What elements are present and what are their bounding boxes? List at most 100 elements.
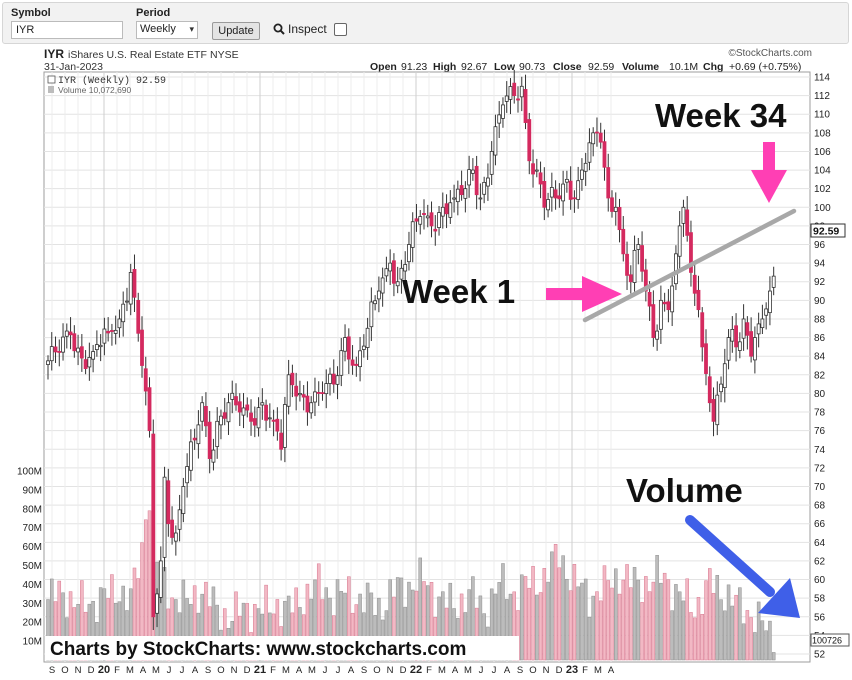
volume-bar bbox=[681, 600, 686, 661]
close-value: 92.59 bbox=[588, 61, 614, 73]
candle-body bbox=[625, 253, 629, 276]
candle-body bbox=[279, 432, 284, 450]
time-tick-label: N bbox=[231, 665, 238, 676]
volume-tick-label: 10M bbox=[23, 637, 42, 648]
time-tick-label: O bbox=[217, 665, 224, 676]
volume-bar bbox=[745, 610, 750, 661]
candle-body bbox=[369, 301, 374, 328]
volume-tick-label: 90M bbox=[23, 485, 42, 496]
candle-body bbox=[493, 126, 498, 156]
volume-bar bbox=[704, 580, 708, 661]
period-select[interactable]: Weekly ▾ bbox=[136, 21, 198, 39]
price-tick-label: 60 bbox=[814, 575, 826, 586]
time-axis: S O N D 20 F M A M J J A S O N D 21 F M A M J J A S O N D 22 F M A M J J A S… bbox=[49, 664, 615, 676]
volume-bar bbox=[655, 555, 659, 661]
candle-body bbox=[628, 274, 633, 283]
candle-body bbox=[286, 374, 291, 407]
candle-body bbox=[497, 114, 502, 124]
candle-body bbox=[275, 418, 280, 432]
price-tick-label: 100 bbox=[814, 203, 831, 214]
price-tick-label: 80 bbox=[814, 389, 826, 400]
candle-body bbox=[463, 188, 468, 199]
volume-bar bbox=[550, 551, 554, 661]
time-tick-label: N bbox=[75, 665, 82, 676]
volume-bar bbox=[723, 610, 727, 661]
inspect-toggle[interactable]: Inspect bbox=[273, 22, 347, 36]
candle-body bbox=[752, 337, 757, 361]
candle-body bbox=[132, 268, 137, 298]
candle-body bbox=[361, 345, 366, 350]
volume-bar bbox=[659, 582, 663, 661]
volume-bar bbox=[542, 568, 547, 661]
volume-bar bbox=[768, 620, 772, 661]
candle-body bbox=[662, 301, 667, 305]
time-tick-label: J bbox=[492, 665, 497, 676]
candle-body bbox=[486, 177, 490, 187]
update-button[interactable]: Update bbox=[212, 22, 260, 40]
volume-tick-label: 80M bbox=[23, 504, 42, 515]
candle-body bbox=[219, 415, 223, 426]
candle-body bbox=[215, 420, 220, 447]
candle-body bbox=[76, 347, 80, 353]
volume-bar bbox=[749, 617, 753, 661]
candle-body bbox=[704, 343, 708, 374]
price-tick-label: 110 bbox=[814, 110, 830, 121]
candle-body bbox=[768, 290, 772, 314]
candle-body bbox=[207, 421, 212, 459]
time-tick-label: F bbox=[582, 665, 588, 676]
candle-body bbox=[72, 333, 77, 352]
volume-bar bbox=[760, 620, 765, 661]
volume-bar bbox=[546, 581, 550, 661]
candle-body bbox=[267, 417, 272, 420]
candle-body bbox=[140, 329, 144, 366]
candle-body bbox=[602, 141, 607, 168]
candle-body bbox=[211, 449, 216, 463]
time-tick-label: M bbox=[282, 665, 290, 676]
inspect-checkbox[interactable] bbox=[333, 22, 347, 36]
week34-annotation: Week 34 bbox=[655, 97, 787, 134]
time-tick-label: M bbox=[594, 665, 602, 676]
price-tick-label: 106 bbox=[814, 147, 831, 158]
time-tick-label: A bbox=[504, 665, 511, 676]
price-tick-label: 104 bbox=[814, 166, 831, 177]
volume-bar bbox=[753, 632, 757, 661]
candle-body bbox=[726, 337, 731, 361]
legend-volume: Volume 10,072,690 bbox=[58, 85, 132, 95]
candle-body bbox=[621, 228, 626, 255]
last-volume-label: 100726 bbox=[812, 636, 842, 646]
volume-bar bbox=[561, 555, 565, 661]
candle-body bbox=[440, 206, 445, 217]
time-tick-label: J bbox=[323, 665, 328, 676]
volume-bar bbox=[632, 567, 637, 661]
volume-tick-label: 70M bbox=[23, 523, 42, 534]
symbol-input[interactable]: IYR bbox=[11, 21, 123, 39]
candle-body bbox=[692, 274, 697, 294]
candle-body bbox=[553, 189, 558, 199]
time-tick-label: J bbox=[336, 665, 341, 676]
period-value: Weekly bbox=[140, 23, 176, 35]
volume-bar bbox=[538, 592, 543, 661]
volume-tick-label: 100M bbox=[17, 467, 42, 478]
candle-body bbox=[647, 292, 652, 307]
volume-bar bbox=[771, 652, 776, 661]
price-tick-label: 82 bbox=[814, 370, 826, 381]
volume-bar bbox=[621, 579, 626, 661]
candle-body bbox=[87, 357, 92, 368]
time-tick-label: D bbox=[88, 665, 95, 676]
legend-price-swatch bbox=[47, 75, 56, 84]
time-tick-label: D bbox=[244, 665, 251, 676]
volume-bar bbox=[535, 594, 539, 661]
price-tick-label: 72 bbox=[814, 463, 826, 474]
candle-body bbox=[271, 419, 276, 422]
candle-body bbox=[173, 532, 178, 542]
volume-label: Volume bbox=[622, 61, 659, 73]
candle-body bbox=[384, 268, 389, 277]
volume-bar bbox=[647, 591, 652, 661]
chart-security-name: iShares U.S. Real Estate ETF bbox=[68, 49, 207, 61]
candle-body bbox=[241, 407, 246, 416]
time-tick-label: S bbox=[205, 665, 211, 676]
candle-body bbox=[734, 325, 738, 348]
candle-body bbox=[298, 393, 302, 396]
time-tick-label: O bbox=[61, 665, 68, 676]
time-tick-label: M bbox=[308, 665, 316, 676]
